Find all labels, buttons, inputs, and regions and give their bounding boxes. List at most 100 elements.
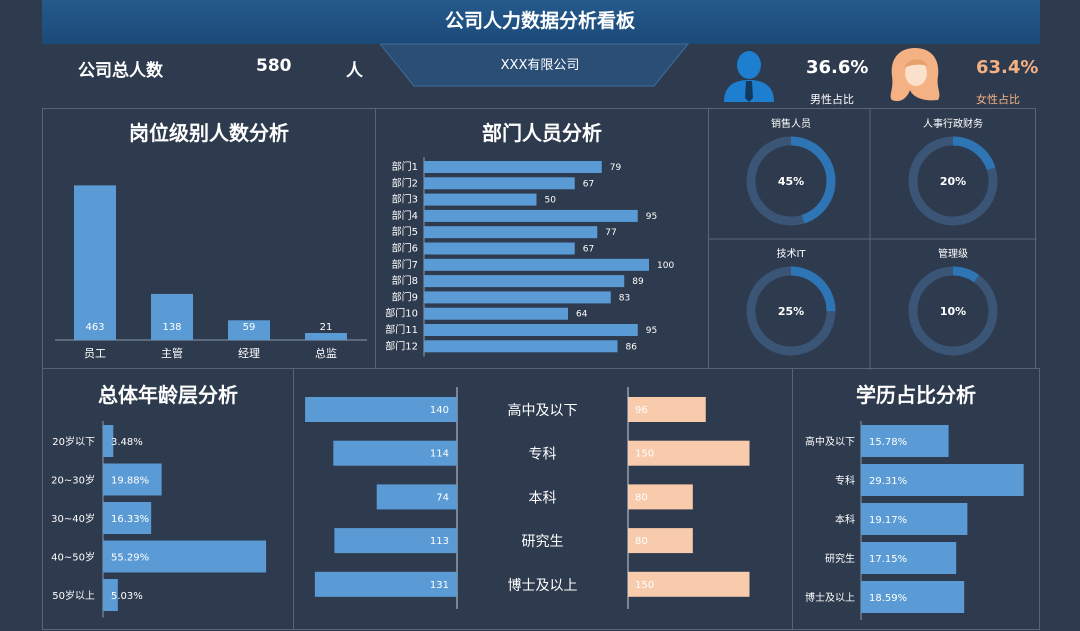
education-gender-panel: 140 96 高中及以下 114 150 专科 74 80 本科 113 80 研究生 131 150 博士… [293, 368, 793, 630]
total-value: 580 [256, 56, 292, 76]
bar-left [333, 440, 457, 466]
ring-title: 管理级 [938, 247, 968, 260]
bar [305, 332, 347, 340]
data-label: 150 [635, 580, 654, 591]
department-title: 部门人员分析 [482, 121, 602, 145]
category-label: 本科 [529, 490, 557, 506]
tick-label: 高中及以下 [805, 435, 855, 448]
data-label: 3.48% [111, 437, 143, 448]
tick-label: 部门4 [392, 209, 418, 222]
data-label: 17.15% [869, 554, 907, 565]
total-label: 公司总人数 [78, 61, 163, 81]
bar [424, 275, 625, 288]
bar-right [628, 440, 750, 466]
data-label: 50 [545, 196, 557, 206]
bar [424, 226, 598, 239]
data-label: 74 [436, 492, 449, 503]
education-chart: 15.78% 高中及以下 29.31% 专科 19.17% 本科 17.15% 研究生 18.5… [805, 421, 1024, 620]
tick-label: 部门2 [392, 176, 418, 189]
department-chart: 79 部门1 67 部门2 50 部门3 95 部门4 77 部门5 67 部门6 100 部门7 89 部门… [385, 157, 674, 357]
data-label: 29.31% [869, 476, 907, 487]
company-name: XXX有限公司 [500, 58, 580, 73]
male-label: 男性占比 [810, 93, 854, 106]
ring-panel: 销售人员 45% 人事行政财务 20% 技术IT 25% 管理级 10% [708, 108, 1037, 370]
age-panel: 总体年龄层分析 3.48% 20岁以下 19.88% 20~30岁 16.33% 30~4… [42, 368, 294, 630]
data-label: 5.03% [111, 591, 143, 602]
data-label: 138 [162, 322, 181, 333]
bar [424, 242, 575, 255]
bar [424, 324, 638, 336]
age-title: 总体年龄层分析 [98, 383, 238, 407]
tick-label: 专科 [835, 474, 855, 487]
ring-charts: 销售人员 45% 人事行政财务 20% 技术IT 25% 管理级 10% [709, 109, 1037, 370]
bar-right [628, 571, 750, 597]
tick-label: 部门11 [385, 323, 418, 336]
ring-arc [746, 266, 836, 356]
bar-right [628, 484, 693, 510]
male-icon [724, 51, 774, 102]
data-label: 59 [243, 322, 256, 333]
ring-value: 25% [778, 305, 804, 318]
tick-label: 50岁以上 [52, 589, 95, 602]
department-panel: 部门人员分析 79 部门1 67 部门2 50 部门3 95 部门4 77 部门5 67 部门6 100… [375, 108, 709, 369]
ring-title: 技术IT [776, 247, 806, 260]
ring-arc [908, 136, 998, 226]
category-label: 高中及以下 [508, 402, 578, 419]
data-label: 86 [626, 342, 638, 352]
ring-title: 销售人员 [771, 117, 811, 130]
ring-arc [908, 266, 998, 356]
bar-left [314, 571, 457, 597]
bar [74, 185, 116, 340]
bar [103, 502, 152, 534]
bar [103, 579, 118, 611]
position-panel: 岗位级别人数分析 463 员工 138 主管 59 经理 21 总监 [42, 108, 376, 369]
bar [103, 425, 114, 457]
bar [424, 258, 649, 271]
bar [861, 581, 965, 613]
data-label: 95 [646, 212, 657, 222]
ring-arc [746, 136, 836, 226]
tick-label: 员工 [84, 347, 106, 360]
education-gender-chart: 140 96 高中及以下 114 150 专科 74 80 本科 113 80 研究生 131 150 博士… [305, 387, 750, 609]
tick-label: 博士及以上 [805, 591, 855, 604]
category-label: 专科 [529, 447, 557, 463]
female-icon [890, 48, 940, 102]
data-label: 19.17% [869, 515, 907, 526]
category-label: 博士及以上 [508, 577, 578, 594]
bar [228, 320, 270, 340]
bar-left [334, 528, 457, 554]
tick-label: 部门1 [392, 160, 418, 173]
page-title: 公司人力数据分析看板 [444, 10, 635, 32]
position-title: 岗位级别人数分析 [129, 121, 289, 145]
tick-label: 主管 [161, 346, 183, 360]
tick-label: 总监 [315, 346, 337, 360]
header-bar [42, 0, 1040, 44]
data-label: 83 [619, 293, 630, 303]
data-label: 150 [635, 449, 654, 460]
bar [424, 193, 537, 206]
position-chart: 463 员工 138 主管 59 经理 21 总监 [55, 185, 367, 360]
female-label: 女性占比 [976, 93, 1020, 106]
tick-label: 部门12 [385, 339, 418, 352]
bar-left [376, 484, 457, 510]
tick-label: 30~40岁 [51, 512, 95, 525]
data-label: 89 [632, 277, 644, 287]
ring-title: 人事行政财务 [923, 117, 983, 130]
data-label: 64 [576, 310, 588, 320]
age-chart: 3.48% 20岁以下 19.88% 20~30岁 16.33% 30~40岁 55.29%… [51, 421, 267, 618]
ring-value: 10% [940, 305, 966, 318]
bar [103, 540, 267, 573]
data-label: 21 [320, 322, 333, 333]
bar [861, 464, 1024, 496]
data-label: 100 [657, 261, 674, 271]
data-label: 96 [635, 405, 648, 416]
data-label: 80 [635, 492, 648, 503]
bar [424, 161, 602, 173]
bar [424, 307, 568, 320]
category-label: 研究生 [522, 534, 564, 550]
male-percentage: 36.6% [806, 57, 869, 78]
data-label: 80 [635, 536, 648, 547]
bar [151, 293, 193, 340]
data-label: 67 [583, 245, 594, 255]
tick-label: 经理 [238, 347, 260, 360]
